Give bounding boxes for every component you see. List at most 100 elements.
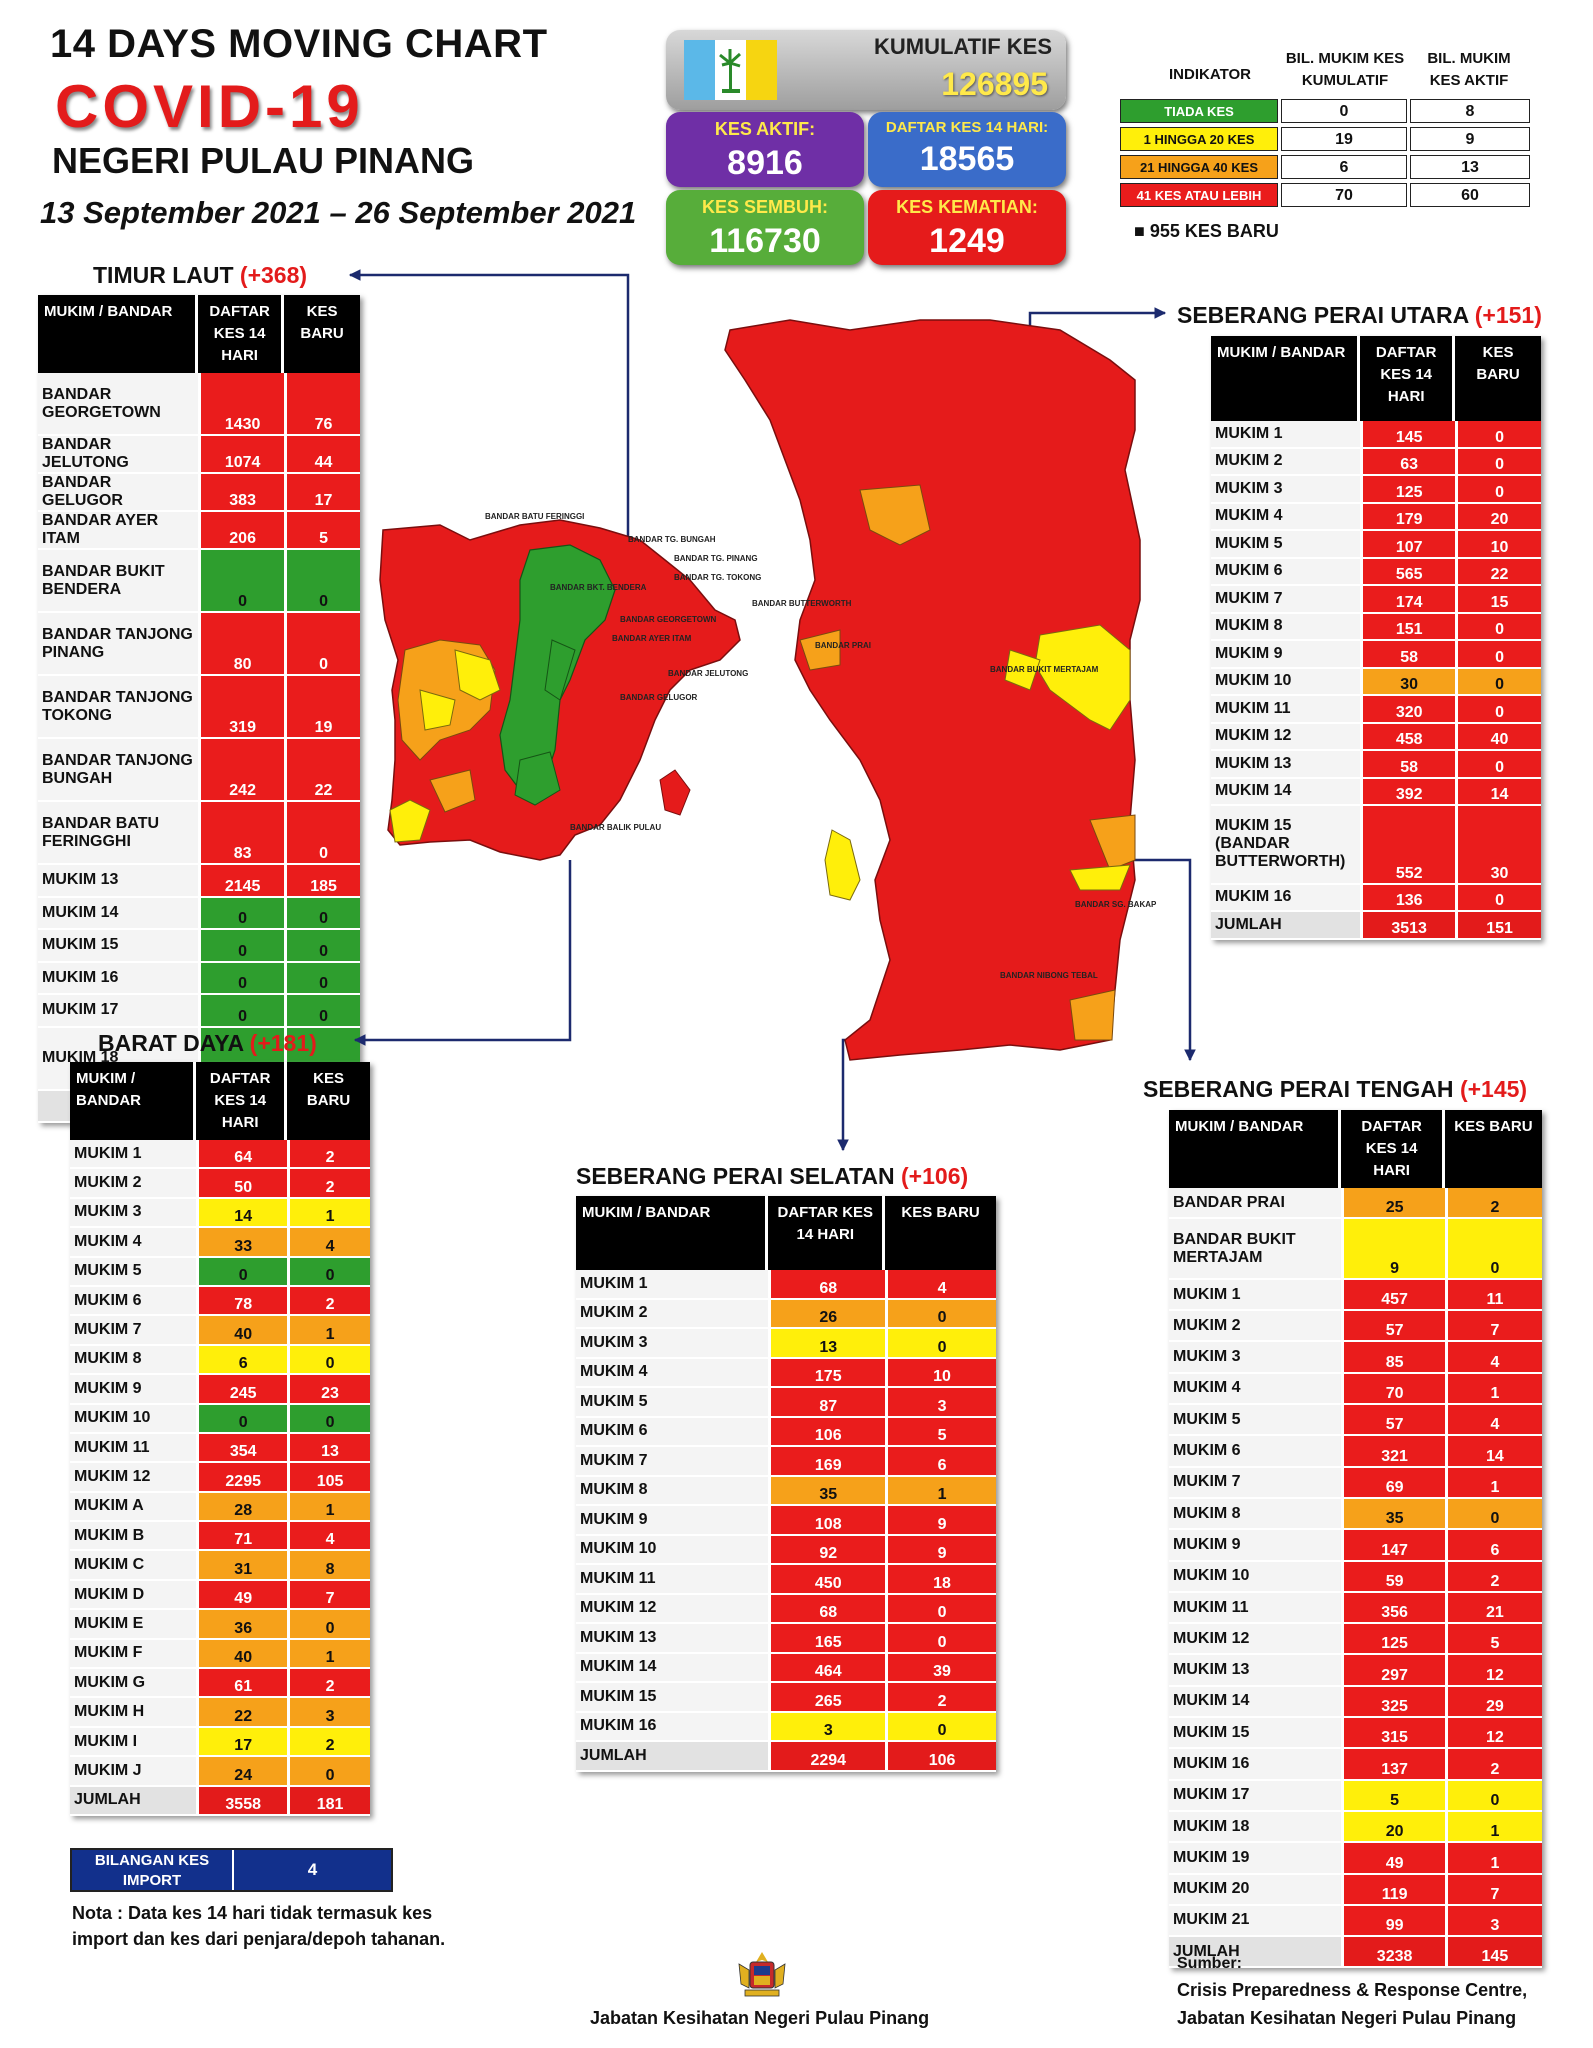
table-row: MUKIM 20 119 7 (1169, 1874, 1542, 1906)
table-row: BANDAR BUKIT MERTAJAM 9 0 (1169, 1219, 1542, 1280)
row-name: MUKIM 18 (1169, 1811, 1342, 1844)
table-row: MUKIM 7 174 15 (1211, 586, 1541, 614)
row-daftar-value: 175 (768, 1358, 886, 1388)
row-daftar-value: 0 (198, 897, 285, 930)
row-baru-value: 3 (1444, 1905, 1542, 1938)
row-daftar-value: 35 (1341, 1498, 1445, 1531)
row-daftar-value: 325 (1341, 1686, 1445, 1719)
column-header-baru: KES BARU (885, 1196, 996, 1270)
row-daftar-value: 13 (768, 1329, 886, 1359)
row-baru-value: 0 (885, 1594, 996, 1624)
column-header-mukim: MUKIM / BANDAR (1169, 1110, 1342, 1188)
column-header-daftar: DAFTAR KES 14 HARI (198, 295, 285, 373)
table-row: MUKIM 10 0 0 (70, 1404, 370, 1434)
row-daftar-value: 69 (1341, 1467, 1445, 1499)
row-daftar-value: 5 (1341, 1780, 1445, 1812)
table-header-row: MUKIM / BANDAR DAFTAR KES 14 HARI KES BARU (1169, 1110, 1542, 1188)
column-header-daftar: DAFTAR KES 14 HARI (1341, 1110, 1445, 1188)
table-row: MUKIM 2 63 0 (1211, 448, 1541, 476)
row-daftar-value: 20 (1341, 1811, 1445, 1844)
row-daftar-value: 40 (196, 1639, 288, 1670)
row-daftar-value: 71 (196, 1522, 288, 1552)
table-row: MUKIM 1 457 11 (1169, 1279, 1542, 1312)
row-baru-value: 1 (287, 1316, 370, 1346)
map-label-butterworth: BANDAR BUTTERWORTH (752, 599, 852, 608)
map-label-tg-bungah: BANDAR TG. BUNGAH (628, 535, 716, 544)
row-daftar-value: 50 (196, 1169, 288, 1199)
row-name: BANDAR PRAI (1169, 1188, 1342, 1220)
kes-kematian-box: KES KEMATIAN: 1249 (868, 190, 1066, 265)
penang-flag-icon (684, 40, 777, 100)
table-row: MUKIM 4 70 1 (1169, 1373, 1542, 1406)
row-daftar-value: 145 (1360, 421, 1456, 449)
row-name: MUKIM 8 (70, 1345, 197, 1376)
row-daftar-value: 356 (1341, 1592, 1445, 1625)
row-baru-value: 7 (1444, 1311, 1542, 1343)
connector-barat-daya (355, 860, 572, 1042)
row-baru-value: 0 (284, 962, 360, 995)
row-name: MUKIM 10 (1169, 1561, 1342, 1593)
table-row: MUKIM 11 450 18 (576, 1565, 996, 1595)
row-baru-value: 44 (284, 436, 360, 474)
table-row: BANDAR GELUGOR 383 17 (38, 474, 360, 512)
row-baru-value: 4 (885, 1270, 996, 1300)
row-baru-value: 12 (1444, 1718, 1542, 1750)
row-name: MUKIM 1 (1169, 1279, 1342, 1312)
row-baru-value: 4 (1444, 1405, 1542, 1437)
row-baru-value: 19 (284, 676, 360, 739)
table-row: MUKIM 14 464 39 (576, 1653, 996, 1683)
row-name: MUKIM 4 (576, 1358, 769, 1388)
row-name: MUKIM 13 (576, 1624, 769, 1654)
row-daftar-value: 1074 (198, 436, 285, 474)
row-baru-value: 0 (284, 802, 360, 865)
row-baru-value: 0 (885, 1329, 996, 1359)
table-row: BANDAR JELUTONG 1074 44 (38, 436, 360, 474)
total-daftar: 3513 (1360, 912, 1456, 940)
row-baru-value: 1 (287, 1198, 370, 1229)
row-baru-value: 0 (1455, 751, 1541, 779)
table-row: MUKIM 4 33 4 (70, 1228, 370, 1258)
map-label-bkt-bendera: BANDAR BKT. BENDERA (550, 583, 647, 592)
map-label-tg-pinang: BANDAR TG. PINANG (674, 554, 758, 563)
row-name: MUKIM 5 (1211, 531, 1361, 559)
map-label-batu-feringgi: BANDAR BATU FERINGGI (485, 512, 584, 521)
row-daftar-value: 464 (768, 1653, 886, 1683)
column-header-mukim: MUKIM / BANDAR (38, 295, 199, 373)
row-name: MUKIM 17 (1169, 1780, 1342, 1812)
kes-kematian-value: 1249 (929, 222, 1005, 260)
row-baru-value: 4 (1444, 1342, 1542, 1374)
row-daftar-value: 174 (1360, 586, 1456, 614)
row-baru-value: 0 (287, 1257, 370, 1287)
row-daftar-value: 450 (768, 1565, 886, 1595)
row-baru-value: 1 (1444, 1843, 1542, 1875)
row-name: MUKIM 2 (70, 1169, 197, 1199)
table-row: MUKIM E 36 0 (70, 1610, 370, 1640)
row-name: MUKIM 11 (1169, 1592, 1342, 1625)
timur-laut-increase: (+368) (239, 262, 308, 288)
import-cases-value: 4 (307, 1860, 318, 1879)
row-name: MUKIM 3 (1169, 1342, 1342, 1374)
table-row: MUKIM 2 50 2 (70, 1169, 370, 1199)
column-header-daftar: DAFTAR KES 14 HARI (1360, 336, 1456, 421)
row-baru-value: 0 (284, 550, 360, 613)
row-name: MUKIM D (70, 1580, 197, 1611)
connector-timur-laut (350, 273, 630, 580)
row-baru-value: 9 (885, 1535, 996, 1565)
table-total-row: JUMLAH 3513 151 (1211, 912, 1541, 940)
row-name: MUKIM 14 (38, 897, 199, 930)
table-row: MUKIM 16 136 0 (1211, 884, 1541, 912)
chart-title-covid: COVID-19 (55, 73, 364, 140)
row-baru-value: 0 (1455, 668, 1541, 696)
kes-aktif-box: KES AKTIF: 8916 (666, 112, 864, 187)
row-daftar-value: 59 (1341, 1561, 1445, 1593)
table-row: MUKIM G 61 2 (70, 1669, 370, 1699)
row-daftar-value: 61 (196, 1669, 288, 1699)
table-row: MUKIM 15 0 0 (38, 930, 360, 963)
row-daftar-value: 25 (1341, 1188, 1445, 1220)
row-daftar-value: 552 (1360, 806, 1456, 885)
row-name: MUKIM F (70, 1639, 197, 1670)
row-daftar-value: 169 (768, 1447, 886, 1477)
row-name: MUKIM 2 (1211, 448, 1361, 476)
row-baru-value: 17 (284, 474, 360, 512)
